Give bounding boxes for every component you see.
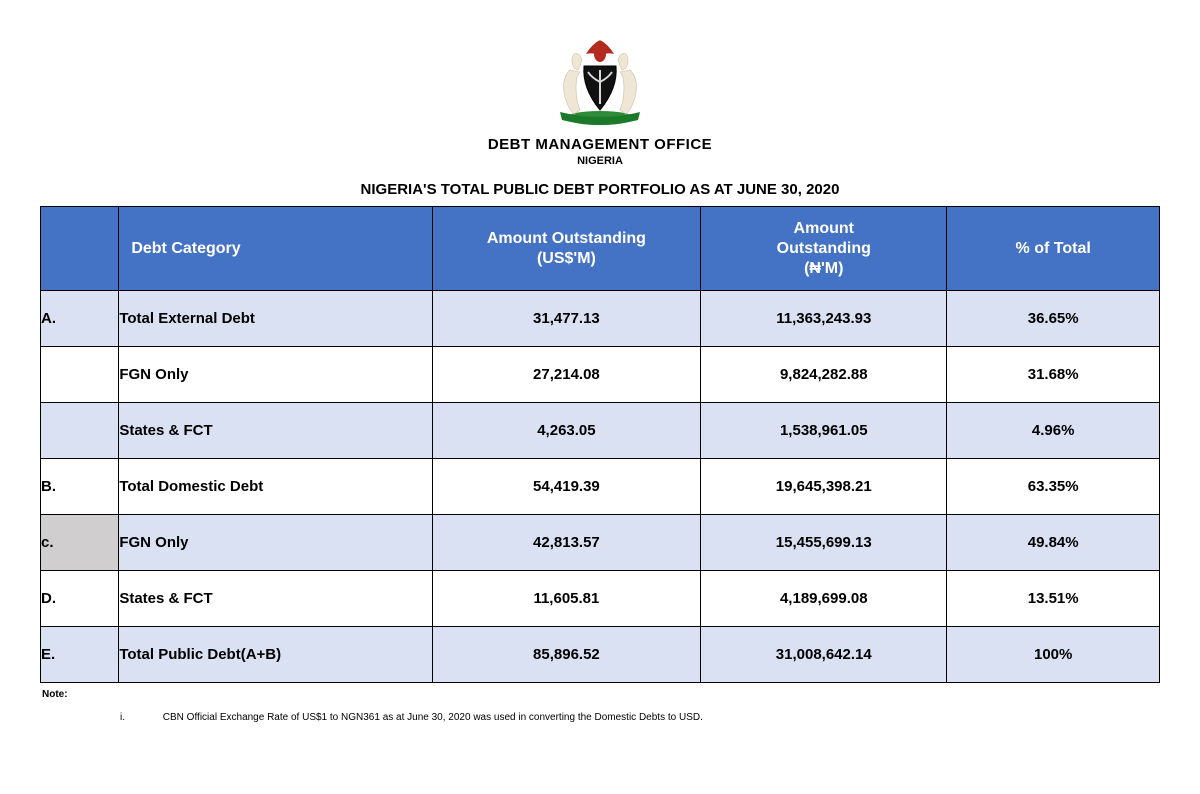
col-header-pct: % of Total [947,207,1160,291]
col-header-usd: Amount Outstanding(US$'M) [432,207,701,291]
row-pct: 4.96% [947,403,1160,459]
note-marker: i. [120,712,160,723]
org-subtitle: NIGERIA [40,155,1160,167]
note-item: i. CBN Official Exchange Rate of US$1 to… [120,712,1160,723]
table-row: States & FCT4,263.051,538,961.054.96% [41,403,1160,459]
notes-label: Note: [42,689,1160,700]
row-key: E. [41,627,119,683]
row-usd: 54,419.39 [432,459,701,515]
row-ngn: 31,008,642.14 [701,627,947,683]
row-key: A. [41,291,119,347]
table-row: B.Total Domestic Debt54,419.3919,645,398… [41,459,1160,515]
coat-of-arms-icon [540,30,660,130]
row-ngn: 11,363,243.93 [701,291,947,347]
row-pct: 49.84% [947,515,1160,571]
debt-table: Debt Category Amount Outstanding(US$'M) … [40,206,1160,683]
row-key [41,347,119,403]
document-page: DEBT MANAGEMENT OFFICE NIGERIA NIGERIA'S… [0,0,1200,723]
col-header-category: Debt Category [119,207,432,291]
col-header-ngn: AmountOutstanding(₦'M) [701,207,947,291]
table-row: A.Total External Debt31,477.1311,363,243… [41,291,1160,347]
table-row: E.Total Public Debt(A+B)85,896.5231,008,… [41,627,1160,683]
row-key: B. [41,459,119,515]
row-ngn: 15,455,699.13 [701,515,947,571]
row-key: D. [41,571,119,627]
row-category: States & FCT [119,571,432,627]
row-usd: 85,896.52 [432,627,701,683]
row-usd: 31,477.13 [432,291,701,347]
row-ngn: 9,824,282.88 [701,347,947,403]
row-pct: 63.35% [947,459,1160,515]
row-usd: 4,263.05 [432,403,701,459]
row-ngn: 4,189,699.08 [701,571,947,627]
row-pct: 36.65% [947,291,1160,347]
row-category: Total Domestic Debt [119,459,432,515]
org-title: DEBT MANAGEMENT OFFICE [40,136,1160,153]
row-pct: 31.68% [947,347,1160,403]
row-ngn: 1,538,961.05 [701,403,947,459]
row-usd: 11,605.81 [432,571,701,627]
row-category: States & FCT [119,403,432,459]
row-pct: 13.51% [947,571,1160,627]
note-text: CBN Official Exchange Rate of US$1 to NG… [163,712,703,723]
row-ngn: 19,645,398.21 [701,459,947,515]
table-header-row: Debt Category Amount Outstanding(US$'M) … [41,207,1160,291]
row-category: Total External Debt [119,291,432,347]
row-key: c. [41,515,119,571]
table-row: FGN Only27,214.089,824,282.8831.68% [41,347,1160,403]
table-row: D.States & FCT11,605.814,189,699.0813.51… [41,571,1160,627]
col-header-key [41,207,119,291]
row-category: FGN Only [119,347,432,403]
row-usd: 27,214.08 [432,347,701,403]
row-category: FGN Only [119,515,432,571]
row-key [41,403,119,459]
row-usd: 42,813.57 [432,515,701,571]
table-row: c.FGN Only42,813.5715,455,699.1349.84% [41,515,1160,571]
row-category: Total Public Debt(A+B) [119,627,432,683]
document-title: NIGERIA'S TOTAL PUBLIC DEBT PORTFOLIO AS… [40,181,1160,198]
row-pct: 100% [947,627,1160,683]
